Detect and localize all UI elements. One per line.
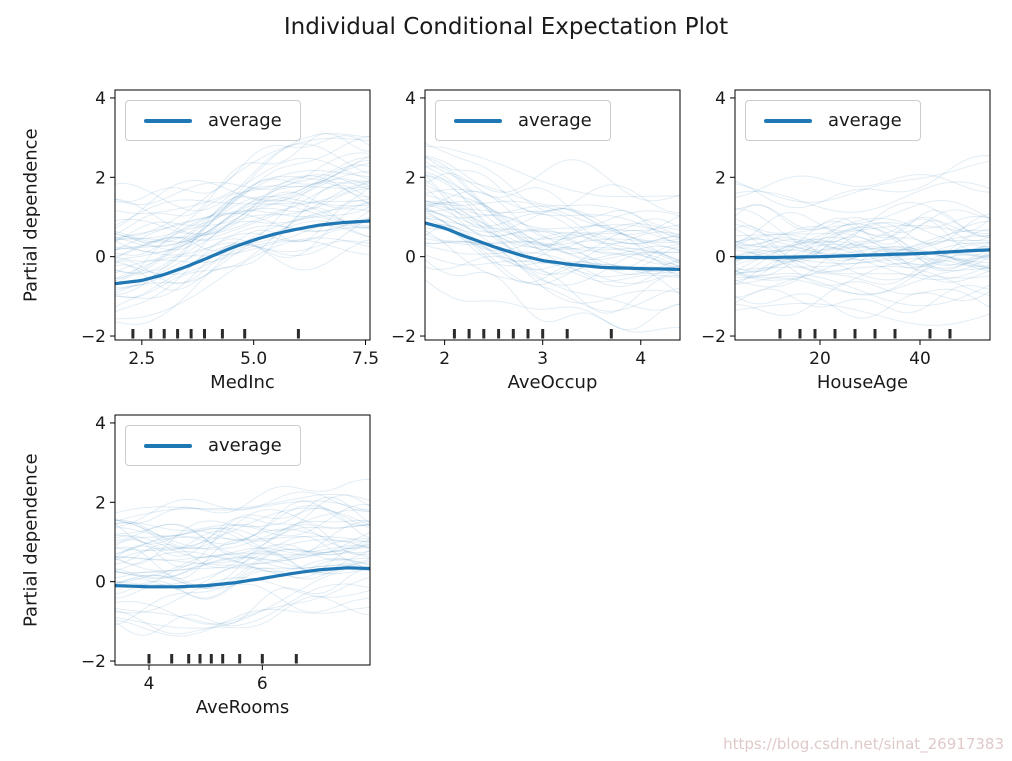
svg-text:40: 40	[909, 349, 931, 369]
subplot-houseage: 20 40 −2 0 2 4 average HouseAge	[685, 82, 1005, 402]
svg-text:2: 2	[439, 349, 450, 369]
subplot-aveoccup: 2 3 4 −2 0 2 4 average AveOccup	[375, 82, 695, 402]
subplot-averooms: Partial dependence 4 6 −2 0 2 4 average AveRo…	[21, 407, 385, 727]
svg-text:0: 0	[715, 248, 726, 268]
svg-text:2: 2	[95, 168, 106, 188]
svg-text:20: 20	[809, 349, 831, 369]
legend-label: average	[828, 110, 902, 131]
x-axis-label-aveoccup: AveOccup	[507, 372, 598, 393]
svg-text:2: 2	[715, 168, 726, 188]
subplot-medinc: Partial dependence 2.5 5.0 7.5 −2 0 2 4 averag…	[21, 82, 385, 402]
legend-line-swatch	[764, 118, 812, 123]
svg-text:0: 0	[405, 248, 416, 268]
legend-line-swatch	[144, 118, 192, 123]
legend: average	[125, 100, 301, 141]
y-axis-label: Partial dependence	[20, 453, 42, 627]
svg-text:0: 0	[95, 248, 106, 268]
legend: average	[435, 100, 611, 141]
watermark-text: https://blog.csdn.net/sinat_26917383	[723, 735, 1004, 753]
legend-line-swatch	[144, 443, 192, 448]
svg-text:5.0: 5.0	[240, 349, 267, 369]
legend-label: average	[208, 435, 282, 456]
plot-area-aveoccup: 2 3 4 −2 0 2 4	[391, 89, 681, 369]
svg-text:4: 4	[635, 349, 646, 369]
svg-text:−2: −2	[81, 327, 106, 347]
svg-text:4: 4	[715, 89, 726, 109]
svg-text:2: 2	[405, 168, 416, 188]
legend: average	[125, 425, 301, 466]
svg-text:4: 4	[95, 414, 106, 434]
svg-text:6: 6	[257, 674, 268, 694]
plot-area-averooms: 4 6 −2 0 2 4	[81, 414, 371, 694]
x-axis-label-medinc: MedInc	[210, 372, 275, 393]
figure-title: Individual Conditional Expectation Plot	[283, 14, 729, 40]
legend-label: average	[208, 110, 282, 131]
svg-text:4: 4	[95, 89, 106, 109]
x-axis-label-houseage: HouseAge	[816, 372, 909, 393]
svg-text:0: 0	[95, 573, 106, 593]
svg-text:3: 3	[537, 349, 548, 369]
y-axis-label: Partial dependence	[20, 128, 42, 302]
legend: average	[745, 100, 921, 141]
svg-text:−2: −2	[81, 652, 106, 672]
x-axis-label-averooms: AveRooms	[195, 697, 290, 718]
svg-text:7.5: 7.5	[352, 349, 379, 369]
svg-text:−2: −2	[391, 327, 416, 347]
legend-label: average	[518, 110, 592, 131]
svg-text:4: 4	[144, 674, 155, 694]
legend-line-swatch	[454, 118, 502, 123]
svg-text:−2: −2	[701, 327, 726, 347]
svg-text:4: 4	[405, 89, 416, 109]
svg-text:2: 2	[95, 493, 106, 513]
plot-area-houseage: 20 40 −2 0 2 4	[701, 89, 991, 369]
svg-text:2.5: 2.5	[128, 349, 155, 369]
plot-area-medinc: 2.5 5.0 7.5 −2 0 2 4	[81, 89, 379, 369]
